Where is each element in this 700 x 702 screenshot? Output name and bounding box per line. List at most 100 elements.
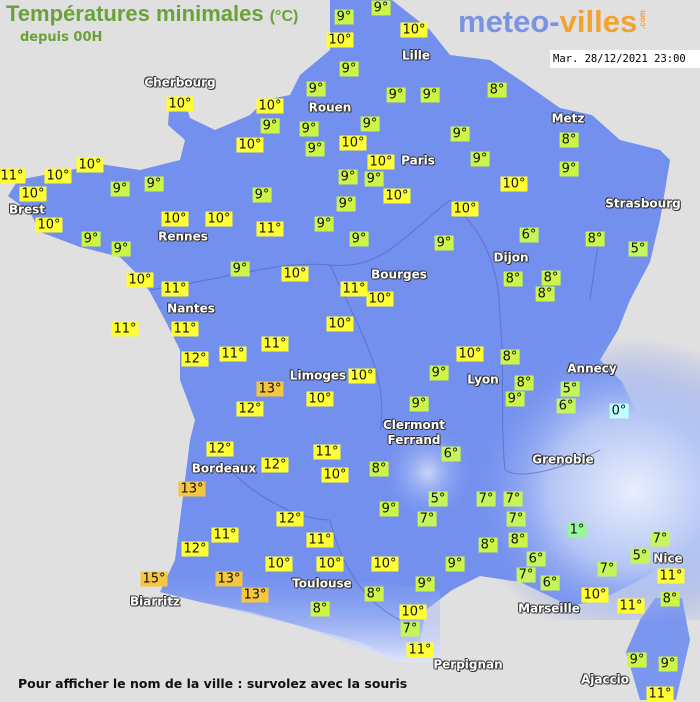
city-label-lille[interactable]: Lille — [401, 48, 431, 63]
station-temperature[interactable]: 10° — [367, 154, 395, 170]
station-temperature[interactable]: 5° — [428, 491, 448, 507]
city-label-bourges[interactable]: Bourges — [371, 267, 427, 282]
station-temperature[interactable]: 10° — [383, 188, 411, 204]
station-temperature[interactable]: 9° — [409, 396, 429, 412]
station-temperature[interactable]: 9° — [420, 87, 440, 103]
station-temperature[interactable]: 9° — [230, 261, 250, 277]
station-temperature[interactable]: 7° — [503, 491, 523, 507]
station-temperature[interactable]: 7° — [597, 561, 617, 577]
station-temperature[interactable]: 9° — [429, 365, 449, 381]
station-temperature[interactable]: 12° — [261, 457, 289, 473]
station-temperature[interactable]: 7° — [650, 531, 670, 547]
station-temperature[interactable]: 15° — [140, 571, 168, 587]
station-temperature[interactable]: 5° — [560, 381, 580, 397]
city-label-bordeaux[interactable]: Bordeaux — [191, 461, 257, 476]
station-temperature[interactable]: 8° — [503, 271, 523, 287]
station-temperature[interactable]: 12° — [181, 351, 209, 367]
station-temperature[interactable]: 11° — [306, 532, 334, 548]
meteo-villes-logo[interactable]: meteo-villes.com — [458, 4, 656, 40]
station-temperature[interactable]: 10° — [126, 272, 154, 288]
city-label-clermont[interactable]: Clermont Ferrand — [382, 418, 446, 447]
city-label-nantes[interactable]: Nantes — [167, 301, 215, 316]
station-temperature[interactable]: 9° — [260, 118, 280, 134]
station-temperature[interactable]: 8° — [585, 231, 605, 247]
station-temperature[interactable]: 10° — [236, 137, 264, 153]
station-temperature[interactable]: 10° — [348, 368, 376, 384]
station-temperature[interactable]: 9° — [252, 187, 272, 203]
station-temperature[interactable]: 10° — [399, 604, 427, 620]
station-temperature[interactable]: 6° — [556, 398, 576, 414]
station-temperature[interactable]: 7° — [516, 567, 536, 583]
station-temperature[interactable]: 6° — [526, 551, 546, 567]
station-temperature[interactable]: 10° — [161, 211, 189, 227]
station-temperature[interactable]: 10° — [581, 587, 609, 603]
city-label-rennes[interactable]: Rennes — [158, 229, 208, 244]
station-temperature[interactable]: 9° — [349, 231, 369, 247]
station-temperature[interactable]: 9° — [371, 0, 391, 16]
station-temperature[interactable]: 9° — [379, 501, 399, 517]
station-temperature[interactable]: 1° — [567, 522, 587, 538]
station-temperature[interactable]: 8° — [660, 591, 680, 607]
station-temperature[interactable]: 7° — [506, 511, 526, 527]
station-temperature[interactable]: 5° — [628, 241, 648, 257]
station-temperature[interactable]: 9° — [110, 181, 130, 197]
station-temperature[interactable]: 7° — [400, 621, 420, 637]
station-temperature[interactable]: 8° — [514, 375, 534, 391]
station-temperature[interactable]: 9° — [658, 656, 678, 672]
station-temperature[interactable]: 11° — [261, 336, 289, 352]
city-label-toulouse[interactable]: Toulouse — [292, 576, 352, 591]
city-label-perpignan[interactable]: Perpignan — [433, 657, 503, 672]
station-temperature[interactable]: 8° — [508, 532, 528, 548]
station-temperature[interactable]: 9° — [144, 176, 164, 192]
station-temperature[interactable]: 8° — [500, 349, 520, 365]
station-temperature[interactable]: 7° — [476, 491, 496, 507]
station-temperature[interactable]: 9° — [299, 121, 319, 137]
station-temperature[interactable]: 9° — [306, 81, 326, 97]
station-temperature[interactable]: 10° — [326, 32, 354, 48]
station-temperature[interactable]: 11° — [313, 444, 341, 460]
station-temperature[interactable]: 9° — [334, 9, 354, 25]
station-temperature[interactable]: 6° — [519, 227, 539, 243]
station-temperature[interactable]: 10° — [451, 201, 479, 217]
city-label-limoges[interactable]: Limoges — [289, 368, 347, 383]
station-temperature[interactable]: 13° — [178, 481, 206, 497]
station-temperature[interactable]: 9° — [360, 116, 380, 132]
station-temperature[interactable]: 8° — [478, 537, 498, 553]
station-temperature[interactable]: 9° — [470, 151, 490, 167]
station-temperature[interactable]: 9° — [450, 126, 470, 142]
station-temperature[interactable]: 10° — [371, 556, 399, 572]
station-temperature[interactable]: 13° — [256, 381, 284, 397]
station-temperature[interactable]: 8° — [559, 132, 579, 148]
station-temperature[interactable]: 8° — [369, 461, 389, 477]
station-temperature[interactable]: 10° — [316, 556, 344, 572]
city-label-biarritz[interactable]: Biarritz — [129, 594, 181, 609]
station-temperature[interactable]: 12° — [236, 401, 264, 417]
station-temperature[interactable]: 10° — [35, 217, 63, 233]
city-label-ajaccio[interactable]: Ajaccio — [580, 672, 630, 687]
city-label-cherbourg[interactable]: Cherbourg — [144, 75, 216, 90]
station-temperature[interactable]: 11° — [256, 221, 284, 237]
station-temperature[interactable]: 10° — [265, 556, 293, 572]
station-temperature[interactable]: 9° — [339, 61, 359, 77]
station-temperature[interactable]: 0° — [609, 403, 629, 419]
station-temperature[interactable]: 11° — [219, 346, 247, 362]
station-temperature[interactable]: 8° — [364, 586, 384, 602]
station-temperature[interactable]: 9° — [364, 171, 384, 187]
station-temperature[interactable]: 11° — [657, 568, 685, 584]
station-temperature[interactable]: 11° — [0, 168, 26, 184]
city-label-lyon[interactable]: Lyon — [467, 372, 499, 387]
station-temperature[interactable]: 10° — [256, 98, 284, 114]
station-temperature[interactable]: 9° — [111, 241, 131, 257]
station-temperature[interactable]: 9° — [627, 652, 647, 668]
station-temperature[interactable]: 11° — [171, 321, 199, 337]
station-temperature[interactable]: 10° — [205, 211, 233, 227]
station-temperature[interactable]: 9° — [336, 196, 356, 212]
station-temperature[interactable]: 9° — [386, 87, 406, 103]
station-temperature[interactable]: 13° — [241, 587, 269, 603]
station-temperature[interactable]: 10° — [19, 186, 47, 202]
station-temperature[interactable]: 12° — [181, 541, 209, 557]
station-temperature[interactable]: 8° — [487, 82, 507, 98]
station-temperature[interactable]: 9° — [415, 576, 435, 592]
station-temperature[interactable]: 11° — [211, 527, 239, 543]
station-temperature[interactable]: 10° — [400, 22, 428, 38]
